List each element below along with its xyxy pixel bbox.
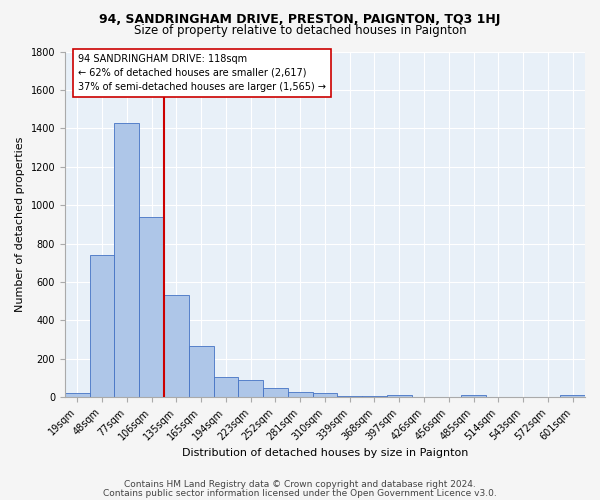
Bar xyxy=(139,216,164,397)
Text: Contains HM Land Registry data © Crown copyright and database right 2024.: Contains HM Land Registry data © Crown c… xyxy=(124,480,476,489)
Bar xyxy=(238,380,263,397)
Text: 94 SANDRINGHAM DRIVE: 118sqm
← 62% of detached houses are smaller (2,617)
37% of: 94 SANDRINGHAM DRIVE: 118sqm ← 62% of de… xyxy=(78,54,326,92)
Bar xyxy=(560,396,585,397)
Text: Size of property relative to detached houses in Paignton: Size of property relative to detached ho… xyxy=(134,24,466,37)
Bar xyxy=(263,388,288,397)
Bar xyxy=(337,396,362,397)
Bar xyxy=(387,394,412,397)
Bar xyxy=(164,296,189,397)
Bar xyxy=(362,396,387,397)
Bar xyxy=(461,396,486,397)
Bar xyxy=(115,122,139,397)
Bar xyxy=(288,392,313,397)
Bar xyxy=(412,396,436,397)
Text: Contains public sector information licensed under the Open Government Licence v3: Contains public sector information licen… xyxy=(103,488,497,498)
Bar xyxy=(313,394,337,397)
X-axis label: Distribution of detached houses by size in Paignton: Distribution of detached houses by size … xyxy=(182,448,468,458)
Bar xyxy=(189,346,214,397)
Text: 94, SANDRINGHAM DRIVE, PRESTON, PAIGNTON, TQ3 1HJ: 94, SANDRINGHAM DRIVE, PRESTON, PAIGNTON… xyxy=(100,12,500,26)
Bar xyxy=(214,377,238,397)
Bar xyxy=(89,255,115,397)
Y-axis label: Number of detached properties: Number of detached properties xyxy=(15,136,25,312)
Bar xyxy=(65,394,89,397)
